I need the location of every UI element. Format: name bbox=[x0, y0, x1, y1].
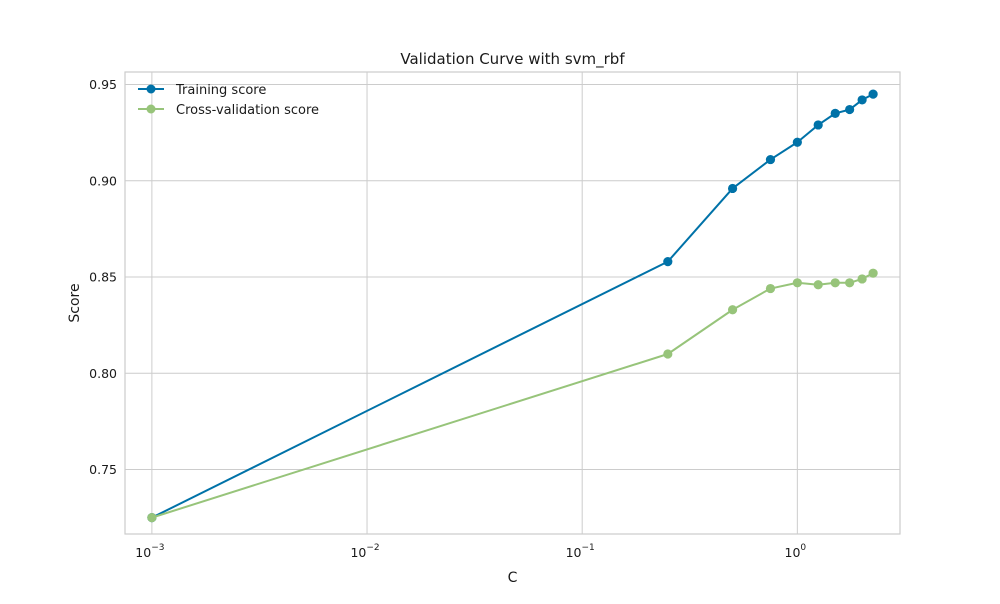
grid-lines bbox=[125, 72, 900, 534]
series-1-point bbox=[845, 278, 855, 288]
series-1-point bbox=[727, 305, 738, 315]
series-layer bbox=[147, 89, 878, 523]
chart-title: Validation Curve with svm_rbf bbox=[400, 50, 625, 69]
series-1-point bbox=[765, 283, 776, 294]
series-1-point bbox=[830, 278, 840, 288]
legend-cv-marker bbox=[146, 104, 156, 114]
legend-training-label: Training score bbox=[175, 83, 266, 98]
series-line-0 bbox=[151, 93, 874, 519]
series-1-point bbox=[857, 274, 867, 284]
legend-cv-label: Cross-validation score bbox=[176, 103, 319, 118]
legend: Training score Cross-validation score bbox=[138, 83, 319, 118]
x-tick-label: 10−3 bbox=[135, 543, 164, 560]
x-tick-label: 10−1 bbox=[566, 543, 595, 560]
y-tick-label: 0.75 bbox=[89, 462, 117, 477]
series-0-point bbox=[765, 154, 776, 165]
y-tick-label: 0.80 bbox=[89, 366, 117, 381]
series-1-point bbox=[868, 268, 878, 278]
y-tick-label: 0.85 bbox=[89, 270, 117, 285]
y-tick-label: 0.95 bbox=[89, 77, 117, 92]
series-0-point bbox=[727, 183, 738, 194]
series-0-point bbox=[830, 108, 840, 118]
y-axis-label: Score bbox=[67, 283, 83, 322]
series-0-point bbox=[663, 257, 673, 267]
plot-frame bbox=[124, 71, 901, 535]
series-1-point bbox=[792, 278, 802, 288]
x-tick-label: 10−2 bbox=[350, 543, 379, 560]
series-line-1 bbox=[151, 272, 874, 519]
series-0-point bbox=[868, 89, 878, 99]
series-0-point bbox=[792, 137, 802, 147]
series-0-point bbox=[857, 95, 867, 105]
series-1-point bbox=[813, 280, 823, 290]
y-tick-label: 0.90 bbox=[89, 173, 117, 188]
series-1-point bbox=[147, 513, 157, 523]
legend-training-marker bbox=[146, 84, 156, 94]
series-1-point bbox=[663, 349, 673, 359]
series-0-point bbox=[813, 120, 823, 130]
x-tick-label: 100 bbox=[785, 543, 807, 560]
x-axis-label: C bbox=[508, 570, 518, 586]
tick-labels: 0.75 0.80 0.85 0.90 0.95 10−3 10−2 10−1 100 bbox=[89, 77, 806, 560]
series-0-point bbox=[845, 104, 855, 115]
